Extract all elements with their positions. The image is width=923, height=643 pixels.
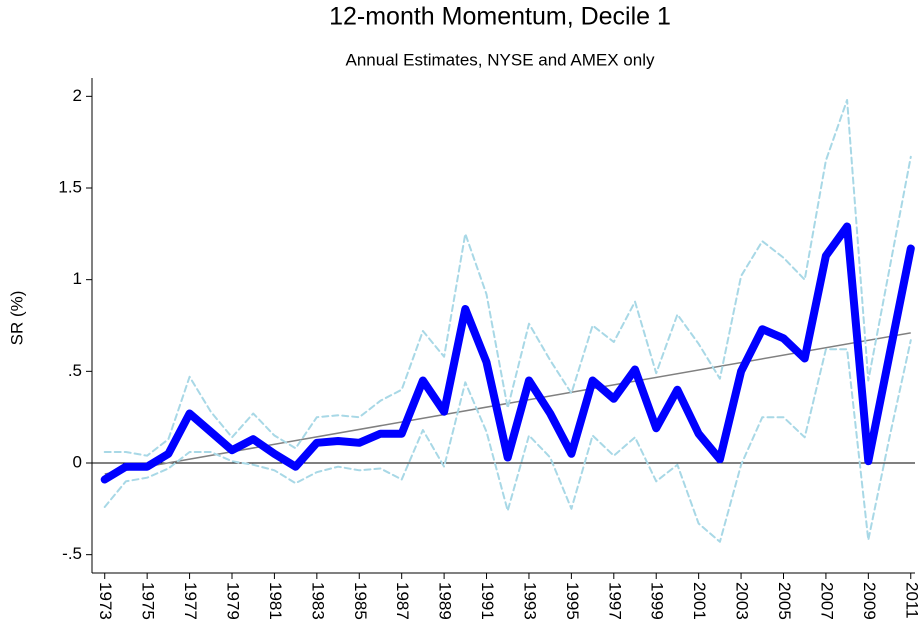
x-tick-label: 1991 <box>478 582 497 620</box>
x-tick-label: 1987 <box>393 582 412 620</box>
x-tick-label: 2011 <box>902 582 921 619</box>
x-tick-label: 1981 <box>266 582 285 620</box>
band-line <box>103 339 912 543</box>
y-tick-label: 2 <box>73 86 82 105</box>
chart-subtitle: Annual Estimates, NYSE and AMEX only <box>346 50 655 69</box>
x-tick-label: 1995 <box>563 582 582 620</box>
x-tick-label: 1977 <box>181 582 200 620</box>
band-line <box>103 99 912 457</box>
x-tick-label: 2001 <box>690 582 709 620</box>
chart-title: 12-month Momentum, Decile 1 <box>329 3 671 31</box>
x-tick-label: 1985 <box>351 582 370 620</box>
x-tick-label: 1973 <box>96 582 115 620</box>
x-tick-label: 2009 <box>860 582 879 620</box>
x-tick-label: 2005 <box>775 582 794 620</box>
x-tick-label: 1997 <box>605 582 624 620</box>
x-tick-label: 2003 <box>733 582 752 620</box>
y-axis-label: SR (%) <box>7 291 26 346</box>
x-tick-label: 1993 <box>520 582 539 620</box>
x-tick-label: 1999 <box>648 582 667 620</box>
series-line <box>100 222 915 484</box>
y-tick-label: 1.5 <box>58 177 82 196</box>
x-tick-label: 1979 <box>224 582 243 620</box>
y-tick-label: 1 <box>73 269 82 288</box>
y-tick-label: -.5 <box>62 544 82 563</box>
x-tick-label: 1975 <box>139 582 158 620</box>
x-tick-label: 1983 <box>308 582 327 620</box>
x-tick-label: 1989 <box>436 582 455 620</box>
x-tick-label: 2007 <box>817 582 836 620</box>
y-tick-label: 0 <box>73 452 82 471</box>
y-tick-label: .5 <box>68 361 82 380</box>
